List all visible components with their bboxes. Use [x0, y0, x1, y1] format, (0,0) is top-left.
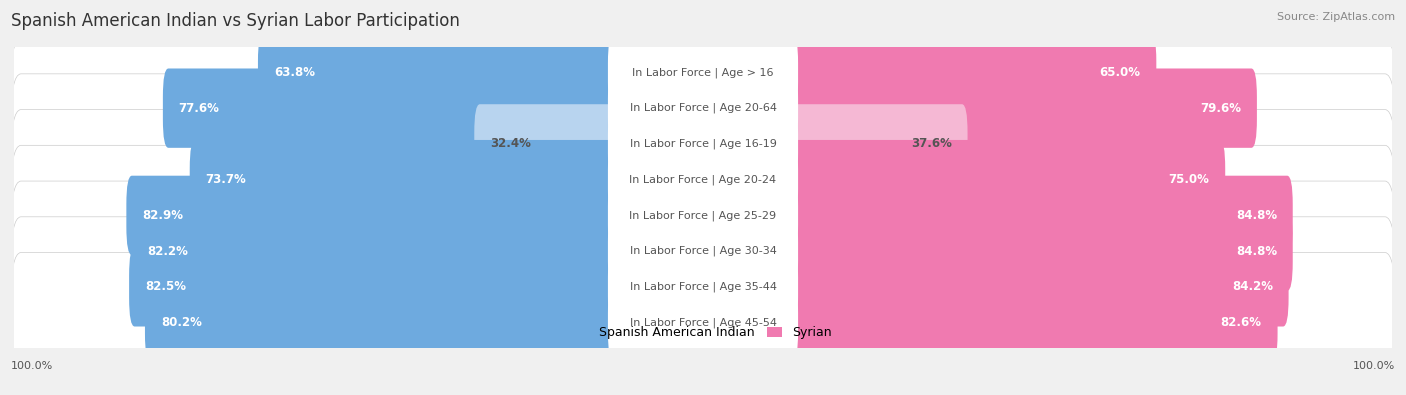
- Text: 82.6%: 82.6%: [1220, 316, 1261, 329]
- Text: 63.8%: 63.8%: [274, 66, 315, 79]
- FancyBboxPatch shape: [145, 283, 619, 362]
- Text: 84.2%: 84.2%: [1232, 280, 1272, 293]
- Text: 65.0%: 65.0%: [1099, 66, 1140, 79]
- FancyBboxPatch shape: [474, 104, 619, 184]
- FancyBboxPatch shape: [607, 284, 799, 361]
- FancyBboxPatch shape: [11, 252, 1395, 393]
- FancyBboxPatch shape: [190, 140, 619, 219]
- FancyBboxPatch shape: [131, 211, 619, 291]
- FancyBboxPatch shape: [11, 2, 1395, 143]
- Text: In Labor Force | Age 20-64: In Labor Force | Age 20-64: [630, 103, 776, 113]
- Text: Source: ZipAtlas.com: Source: ZipAtlas.com: [1277, 12, 1395, 22]
- Text: In Labor Force | Age 20-24: In Labor Force | Age 20-24: [630, 174, 776, 185]
- FancyBboxPatch shape: [11, 145, 1395, 286]
- FancyBboxPatch shape: [787, 104, 967, 184]
- Text: In Labor Force | Age > 16: In Labor Force | Age > 16: [633, 67, 773, 78]
- FancyBboxPatch shape: [787, 247, 1289, 327]
- FancyBboxPatch shape: [11, 109, 1395, 250]
- FancyBboxPatch shape: [129, 247, 619, 327]
- Text: 100.0%: 100.0%: [11, 361, 53, 371]
- Text: 80.2%: 80.2%: [160, 316, 201, 329]
- Text: Spanish American Indian vs Syrian Labor Participation: Spanish American Indian vs Syrian Labor …: [11, 12, 460, 30]
- FancyBboxPatch shape: [11, 217, 1395, 357]
- FancyBboxPatch shape: [787, 68, 1257, 148]
- Text: 37.6%: 37.6%: [911, 137, 952, 150]
- Text: 75.0%: 75.0%: [1168, 173, 1209, 186]
- Text: 82.5%: 82.5%: [145, 280, 186, 293]
- Legend: Spanish American Indian, Syrian: Spanish American Indian, Syrian: [569, 322, 837, 344]
- FancyBboxPatch shape: [163, 68, 619, 148]
- FancyBboxPatch shape: [787, 211, 1292, 291]
- FancyBboxPatch shape: [607, 177, 799, 253]
- FancyBboxPatch shape: [11, 181, 1395, 321]
- FancyBboxPatch shape: [787, 33, 1156, 112]
- Text: In Labor Force | Age 25-29: In Labor Force | Age 25-29: [630, 210, 776, 221]
- Text: 79.6%: 79.6%: [1201, 102, 1241, 115]
- FancyBboxPatch shape: [607, 142, 799, 218]
- FancyBboxPatch shape: [607, 70, 799, 146]
- Text: 82.9%: 82.9%: [142, 209, 183, 222]
- Text: In Labor Force | Age 30-34: In Labor Force | Age 30-34: [630, 246, 776, 256]
- FancyBboxPatch shape: [257, 33, 619, 112]
- Text: 84.8%: 84.8%: [1236, 245, 1277, 258]
- FancyBboxPatch shape: [607, 249, 799, 325]
- Text: 100.0%: 100.0%: [1353, 361, 1395, 371]
- FancyBboxPatch shape: [607, 213, 799, 289]
- FancyBboxPatch shape: [787, 140, 1225, 219]
- Text: In Labor Force | Age 35-44: In Labor Force | Age 35-44: [630, 282, 776, 292]
- FancyBboxPatch shape: [11, 74, 1395, 214]
- Text: 32.4%: 32.4%: [491, 137, 531, 150]
- Text: 82.2%: 82.2%: [148, 245, 188, 258]
- FancyBboxPatch shape: [787, 283, 1278, 362]
- Text: In Labor Force | Age 16-19: In Labor Force | Age 16-19: [630, 139, 776, 149]
- Text: 73.7%: 73.7%: [205, 173, 246, 186]
- FancyBboxPatch shape: [607, 106, 799, 182]
- FancyBboxPatch shape: [787, 176, 1292, 255]
- FancyBboxPatch shape: [127, 176, 619, 255]
- Text: 77.6%: 77.6%: [179, 102, 219, 115]
- FancyBboxPatch shape: [11, 38, 1395, 178]
- Text: In Labor Force | Age 45-54: In Labor Force | Age 45-54: [630, 317, 776, 328]
- Text: 84.8%: 84.8%: [1236, 209, 1277, 222]
- FancyBboxPatch shape: [607, 34, 799, 111]
